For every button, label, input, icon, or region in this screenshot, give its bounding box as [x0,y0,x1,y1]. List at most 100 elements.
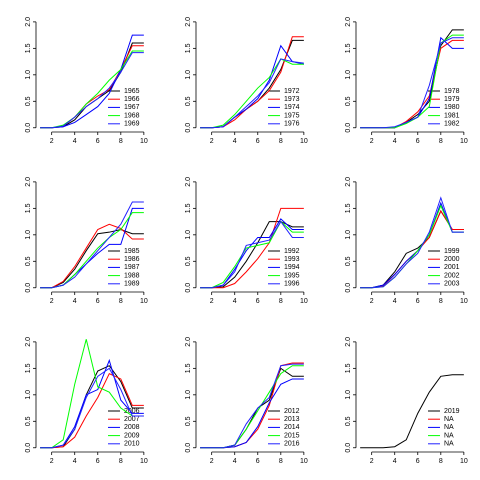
y-tick-label: 1.0 [185,390,192,400]
y-tick-label: 0.5 [185,96,192,106]
x-tick-label: 10 [460,458,468,465]
x-tick-label: 6 [256,138,260,145]
legend-label: 1966 [124,96,140,103]
x-tick-label: 10 [300,298,308,305]
x-tick-label: 8 [279,138,283,145]
x-tick-label: 2 [370,138,374,145]
x-tick-label: 8 [119,458,123,465]
y-tick-label: 0.0 [185,283,192,293]
x-tick-label: 2 [50,298,54,305]
y-tick-label: 0.0 [345,123,352,133]
legend-label: NA [444,424,454,431]
legend-label: 1980 [444,104,460,111]
y-tick-label: 2.0 [345,337,352,347]
x-tick-label: 4 [393,138,397,145]
x-tick-label: 2 [210,298,214,305]
y-tick-label: 1.5 [345,43,352,53]
y-tick-label: 0.0 [185,443,192,453]
y-tick-label: 2.0 [25,177,32,187]
x-tick-label: 8 [279,298,283,305]
y-tick-label: 1.5 [185,203,192,213]
x-tick-label: 6 [96,458,100,465]
x-tick-label: 4 [393,458,397,465]
x-tick-label: 8 [439,458,443,465]
legend-label: 1974 [284,104,300,111]
series-line [40,339,144,449]
x-tick-label: 10 [300,458,308,465]
legend-label: 1988 [124,272,140,279]
legend-label: 2016 [284,441,300,448]
series-line [200,363,304,449]
x-tick-label: 6 [416,298,420,305]
y-tick-label: 2.0 [185,337,192,347]
series-line [360,201,464,289]
legend-label: 2007 [124,416,140,423]
y-tick-label: 1.5 [345,203,352,213]
legend-label: 1999 [444,248,460,255]
x-tick-label: 6 [416,458,420,465]
x-tick-label: 2 [210,458,214,465]
x-tick-label: 6 [256,298,260,305]
series-line [40,372,144,449]
y-tick-label: 1.0 [185,230,192,240]
y-tick-label: 2.0 [185,177,192,187]
y-tick-label: 0.0 [25,123,32,133]
x-tick-label: 10 [140,138,148,145]
y-tick-label: 0.5 [345,416,352,426]
legend-label: 1973 [284,96,300,103]
legend-label: 1985 [124,248,140,255]
x-tick-label: 4 [233,458,237,465]
y-tick-label: 1.0 [25,70,32,80]
y-tick-label: 0.0 [345,283,352,293]
x-tick-label: 4 [393,298,397,305]
y-tick-label: 1.5 [345,363,352,373]
legend-label: 2000 [444,256,460,263]
y-tick-label: 0.0 [25,283,32,293]
y-tick-label: 2.0 [345,17,352,27]
legend-label: 1967 [124,104,140,111]
series-line [360,196,464,289]
y-tick-label: 1.5 [25,363,32,373]
x-tick-label: 10 [460,298,468,305]
y-tick-label: 1.5 [185,43,192,53]
y-tick-label: 2.0 [185,17,192,27]
legend-label: 2002 [444,272,460,279]
legend-label: 1987 [124,264,140,271]
y-tick-label: 0.5 [345,96,352,106]
series-line [40,50,144,129]
series-line [40,52,144,129]
y-tick-label: 0.0 [25,443,32,453]
legend-label: 2014 [284,424,300,431]
y-tick-label: 0.5 [185,256,192,266]
legend-label: NA [444,441,454,448]
legend-label: 2010 [124,441,140,448]
x-tick-label: 2 [50,138,54,145]
x-tick-label: 10 [300,138,308,145]
y-tick-label: 0.5 [185,416,192,426]
x-tick-label: 8 [439,138,443,145]
x-tick-label: 8 [439,298,443,305]
x-tick-label: 4 [73,458,77,465]
x-tick-label: 2 [370,458,374,465]
legend-label: 2001 [444,264,460,271]
legend-label: 2009 [124,432,140,439]
series-line [40,367,144,449]
x-tick-label: 4 [233,138,237,145]
y-tick-label: 1.5 [25,203,32,213]
series-line [360,374,464,449]
legend-label: 2006 [124,408,140,415]
legend-label: 1978 [444,88,460,95]
series-line [40,201,144,289]
x-tick-label: 6 [96,138,100,145]
x-tick-label: 8 [279,458,283,465]
series-line [200,207,304,289]
x-tick-label: 4 [73,298,77,305]
x-tick-label: 6 [256,458,260,465]
